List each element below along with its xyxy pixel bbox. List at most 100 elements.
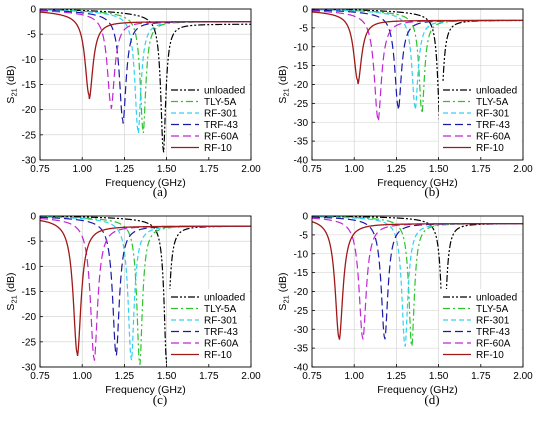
y-axis-label: S21 (dB)	[277, 272, 291, 310]
legend-label: TLY-5A	[204, 304, 237, 315]
x-tick-label: 0.75	[302, 371, 322, 382]
series-group	[40, 216, 251, 365]
y-tick-label: -30	[22, 156, 37, 167]
y-tick-label: -10	[22, 55, 37, 66]
x-tick-label: 1.00	[72, 371, 92, 382]
legend-label: RF-60A	[476, 339, 511, 350]
legend-label: RF-10	[476, 350, 504, 361]
x-tick-label: 1.75	[199, 164, 219, 175]
y-tick-label: 0	[302, 5, 308, 16]
panel-label: (c)	[153, 392, 167, 407]
x-tick-label: 2.00	[241, 371, 261, 382]
series-line-rf-10	[312, 221, 523, 340]
chart-panel-3: 0.75 1.00 1.25 1.50 1.75 2.00 0 -5 -10 -15 -20 -25 -…	[5, 212, 261, 408]
y-tick-label: -40	[294, 363, 309, 374]
panel-label: (a)	[153, 184, 167, 199]
x-tick-label: 1.75	[471, 164, 491, 175]
legend-label: RF-10	[204, 143, 232, 154]
series-group	[312, 216, 523, 348]
x-tick-label: 1.75	[471, 371, 491, 382]
x-tick-label: 1.50	[157, 371, 177, 382]
y-tick-label: -40	[294, 156, 309, 167]
y-tick-label: 0	[30, 5, 36, 16]
legend-label: RF-301	[204, 109, 238, 120]
x-tick-label: 1.00	[72, 164, 92, 175]
y-tick-label: -25	[294, 99, 309, 110]
x-axis-label: Frequency (GHz)	[377, 384, 458, 396]
legend-label: unloaded	[476, 86, 517, 97]
legend-label: RF-10	[476, 143, 504, 154]
chart-panel-4: 0.75 1.00 1.25 1.50 1.75 2.00 0 -5 -10 -15 -20 -25 -…	[277, 212, 533, 408]
legend-label: RF-10	[204, 350, 232, 361]
y-tick-label: -20	[22, 105, 37, 116]
chart-panel-2: 0.75 1.00 1.25 1.50 1.75 2.00 0 -5 -10 -15 -20 -25 -…	[277, 5, 533, 200]
y-tick-label: -5	[27, 30, 36, 41]
y-axis-label: S21 (dB)	[5, 272, 19, 310]
y-tick-label: -25	[294, 306, 309, 317]
legend-label: RF-60A	[204, 132, 239, 143]
legend-box	[167, 82, 249, 157]
legend-label: unloaded	[204, 86, 245, 97]
legend-label: TRF-43	[476, 120, 510, 131]
legend-label: TRF-43	[476, 327, 510, 338]
legend-box	[439, 289, 521, 364]
x-tick-label: 1.50	[429, 371, 449, 382]
chart-panel-1: 0.75 1.00 1.25 1.50 1.75 2.00 0 -5 -10 -15 -20 -25 -…	[5, 5, 261, 200]
legend-label: RF-60A	[476, 132, 511, 143]
series-group	[312, 9, 523, 132]
legend-label: TRF-43	[204, 327, 238, 338]
series-line-unloaded	[40, 216, 251, 365]
y-tick-label: -20	[22, 312, 37, 323]
legend-label: unloaded	[476, 293, 517, 304]
y-tick-label: -25	[22, 130, 37, 141]
y-tick-label: -25	[22, 337, 37, 348]
y-tick-label: 0	[302, 212, 308, 223]
series-line-rf-10	[40, 219, 251, 356]
x-tick-label: 2.00	[513, 164, 533, 175]
legend-label: RF-301	[476, 316, 510, 327]
x-axis-label: Frequency (GHz)	[377, 177, 458, 189]
legend-label: TLY-5A	[476, 304, 509, 315]
y-tick-label: -20	[294, 80, 309, 91]
y-tick-label: -15	[22, 287, 37, 298]
x-axis-label: Frequency (GHz)	[105, 384, 186, 396]
x-tick-label: 1.25	[115, 164, 135, 175]
y-tick-label: -20	[294, 287, 309, 298]
x-tick-label: 1.25	[387, 371, 407, 382]
series-line-rf-10	[312, 11, 523, 85]
legend-label: TLY-5A	[204, 97, 237, 108]
panel-label: (d)	[424, 392, 439, 407]
y-axis-label: S21 (dB)	[5, 65, 19, 103]
panel-label: (b)	[424, 184, 439, 199]
y-tick-label: -15	[294, 61, 309, 72]
x-tick-label: 2.00	[513, 371, 533, 382]
series-line-rf-10	[40, 11, 251, 100]
x-tick-label: 2.00	[241, 164, 261, 175]
y-tick-label: 0	[30, 212, 36, 223]
y-axis-label: S21 (dB)	[277, 65, 291, 103]
x-tick-label: 1.00	[344, 164, 364, 175]
legend-label: RF-60A	[204, 339, 239, 350]
y-tick-label: -15	[294, 268, 309, 279]
x-axis-label: Frequency (GHz)	[105, 177, 186, 189]
y-tick-label: -5	[299, 230, 308, 241]
y-tick-label: -10	[22, 262, 37, 273]
y-tick-label: -30	[294, 118, 309, 129]
legend-label: TLY-5A	[476, 97, 509, 108]
series-line-rf-60a	[312, 10, 523, 122]
y-tick-label: -35	[294, 344, 309, 355]
legend-label: unloaded	[204, 293, 245, 304]
x-tick-label: 0.75	[30, 371, 50, 382]
legend-box	[167, 289, 249, 364]
y-tick-label: -5	[27, 237, 36, 248]
x-tick-label: 1.25	[387, 164, 407, 175]
y-tick-label: -10	[294, 249, 309, 260]
legend-label: TRF-43	[204, 120, 238, 131]
y-tick-label: -30	[294, 325, 309, 336]
